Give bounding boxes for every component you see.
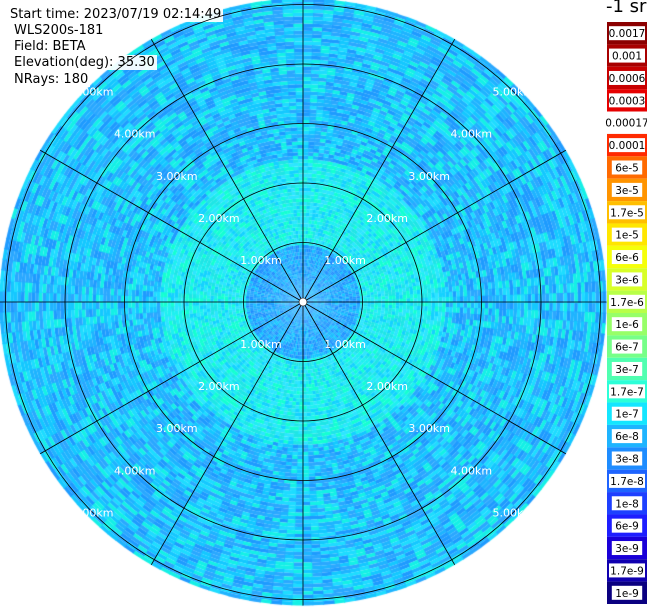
colorbar-label: 1.7e-8 <box>610 476 644 488</box>
radial-line <box>40 301 304 455</box>
colorbar-label-bg <box>611 182 643 197</box>
elevation-label: Elevation(deg): 35.30 <box>12 55 157 70</box>
colorbar-label-bg <box>609 48 645 63</box>
ring-label: 4.00km <box>450 128 492 141</box>
ring-label: 1.00km <box>240 254 282 267</box>
range-ring <box>5 4 601 600</box>
field-label: Field: BETA <box>12 39 88 54</box>
ring-label: 3.00km <box>156 422 198 435</box>
colorbar-label-bg <box>611 227 643 242</box>
ring-label: 3.00km <box>408 422 450 435</box>
colorbar-label-bg <box>609 93 645 108</box>
colorbar-label: 0.00017 <box>605 118 647 130</box>
ring-label: 1.00km <box>324 254 366 267</box>
ring-label: 1.00km <box>324 338 366 351</box>
colorbar-label: 1e-7 <box>615 409 639 421</box>
colorbar-label: 3e-9 <box>615 543 639 555</box>
radial-line <box>302 301 566 455</box>
ring-label: 2.00km <box>198 380 240 393</box>
colorbar-label-bg <box>611 451 643 466</box>
colorbar-label: 0.001 <box>612 51 642 63</box>
colorbar-label-bg <box>609 473 645 488</box>
colorbar-label: 6e-9 <box>615 521 639 533</box>
radial-line <box>302 39 456 303</box>
ring-label: 5.00km <box>72 506 114 519</box>
ring-label: 2.00km <box>366 380 408 393</box>
colorbar-label-bg <box>609 138 645 153</box>
colorbar-label-bg <box>609 205 645 220</box>
colorbar-unit: -1 sr <box>606 0 647 17</box>
ring-label: 5.00km <box>493 86 535 99</box>
colorbar-label: 0.0006 <box>609 73 646 85</box>
ring-label: 4.00km <box>114 128 156 141</box>
nrays-label: NRays: 180 <box>12 72 91 87</box>
colorbar-label: 0.0003 <box>609 95 646 107</box>
range-ring <box>183 182 423 422</box>
colorbar-label-bg <box>611 496 643 511</box>
colorbar-label-bg <box>611 518 643 533</box>
ring-label: 5.00km <box>72 86 114 99</box>
colorbar-label: 1.7e-7 <box>610 386 644 398</box>
radial-line <box>150 301 304 565</box>
colorbar-label-bg <box>609 26 645 41</box>
colorbar-label: 1.7e-6 <box>610 297 644 309</box>
colorbar-label: 0.0017 <box>609 28 646 40</box>
colorbar-label: 1e-8 <box>615 498 639 510</box>
ring-label: 4.00km <box>450 464 492 477</box>
colorbar-label-bg <box>611 272 643 287</box>
range-ring <box>124 123 482 481</box>
colorbar-label-bg <box>609 563 645 578</box>
colorbar-label: 3e-7 <box>615 364 639 376</box>
colorbar-label: 6e-8 <box>615 431 639 443</box>
colorbar-label: 1e-6 <box>615 319 639 331</box>
ring-label: 4.00km <box>114 464 156 477</box>
ring-label: 5.00km <box>493 506 535 519</box>
ring-label: 3.00km <box>156 170 198 183</box>
radial-line <box>302 301 456 565</box>
colorbar-label: 3e-8 <box>615 454 639 466</box>
instrument-id: WLS200s-181 <box>12 23 106 38</box>
ring-label: 2.00km <box>366 212 408 225</box>
colorbar-label-bg <box>611 317 643 332</box>
ring-label: 3.00km <box>408 170 450 183</box>
range-ring <box>243 242 363 362</box>
colorbar-label-bg <box>611 361 643 376</box>
colorbar-label: 6e-5 <box>615 163 639 175</box>
colorbar-label-bg <box>611 429 643 444</box>
colorbar-label-bg <box>611 339 643 354</box>
colorbar-label-bg <box>611 406 643 421</box>
colorbar-label: 6e-7 <box>615 342 639 354</box>
start-time: Start time: 2023/07/19 02:14:49 <box>8 7 224 22</box>
colorbar-label: 1.7e-5 <box>610 207 644 219</box>
colorbar-label-bg <box>611 585 643 600</box>
colorbar-label-bg <box>611 160 643 175</box>
colorbar-label: 1e-9 <box>615 588 639 600</box>
colorbar-label-bg <box>609 294 645 309</box>
colorbar-label-bg <box>611 541 643 556</box>
colorbar-label: 1.7e-9 <box>610 565 644 577</box>
colorbar-label: 3e-5 <box>615 185 639 197</box>
radial-line <box>40 149 304 303</box>
colorbar-label-bg <box>611 250 643 265</box>
radial-line <box>150 39 304 303</box>
colorbar-label: 1e-5 <box>615 230 639 242</box>
colorbar-label: 3e-6 <box>615 274 639 286</box>
origin-marker <box>298 297 308 307</box>
ring-label: 2.00km <box>198 212 240 225</box>
ring-label: 1.00km <box>240 338 282 351</box>
colorbar-label-bg <box>609 115 645 130</box>
colorbar-label-bg <box>609 70 645 85</box>
colorbar-label: 6e-6 <box>615 252 639 264</box>
colorbar-label: 0.0001 <box>609 140 646 152</box>
colorbar-label-bg <box>609 384 645 399</box>
radial-line <box>302 149 566 303</box>
range-ring <box>64 63 542 541</box>
scan-info: Start time: 2023/07/19 02:14:49 WLS200s-… <box>0 0 250 100</box>
